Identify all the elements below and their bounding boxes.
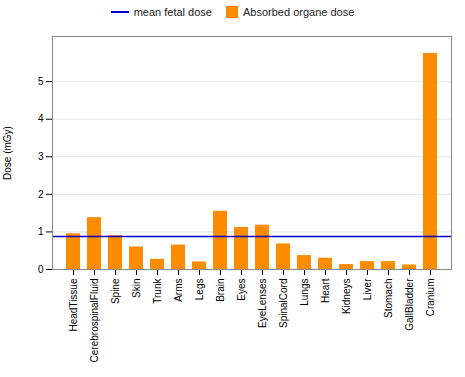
svg-text:Lungs: Lungs: [299, 279, 310, 306]
svg-text:Eyes: Eyes: [236, 279, 247, 301]
svg-text:Liver: Liver: [362, 278, 373, 300]
svg-text:Heart: Heart: [320, 278, 331, 303]
svg-text:Arms: Arms: [173, 279, 184, 302]
svg-text:3: 3: [38, 151, 44, 162]
svg-text:Legs: Legs: [194, 279, 205, 301]
svg-text:GallBladder: GallBladder: [404, 278, 415, 331]
html-text:Absorbed organe dose: Absorbed organe dose: [243, 6, 355, 18]
svg-text:5: 5: [38, 76, 44, 87]
svg-text:HeadTissue: HeadTissue: [68, 278, 79, 331]
svg-text:0: 0: [38, 264, 44, 275]
svg-text:1: 1: [38, 226, 44, 237]
svg-text:EyeLenses: EyeLenses: [257, 279, 268, 328]
svg-text:SpinalCord: SpinalCord: [278, 279, 289, 328]
html-text:mean fetal dose: mean fetal dose: [133, 6, 212, 18]
svg-text:Kidneys: Kidneys: [341, 279, 352, 315]
svg-text:Dose (mGy): Dose (mGy): [2, 126, 13, 180]
svg-text:Trunk: Trunk: [152, 278, 163, 304]
svg-text:Cranium: Cranium: [425, 279, 436, 317]
svg-text:CerebrospinalFluid: CerebrospinalFluid: [89, 279, 100, 363]
svg-text:Brain: Brain: [215, 279, 226, 302]
svg-text:4: 4: [38, 113, 44, 124]
svg-text:Stomach: Stomach: [383, 279, 394, 318]
svg-text:Skin: Skin: [131, 279, 142, 298]
svg-text:2: 2: [38, 189, 44, 200]
svg-text:Spine: Spine: [110, 278, 121, 304]
